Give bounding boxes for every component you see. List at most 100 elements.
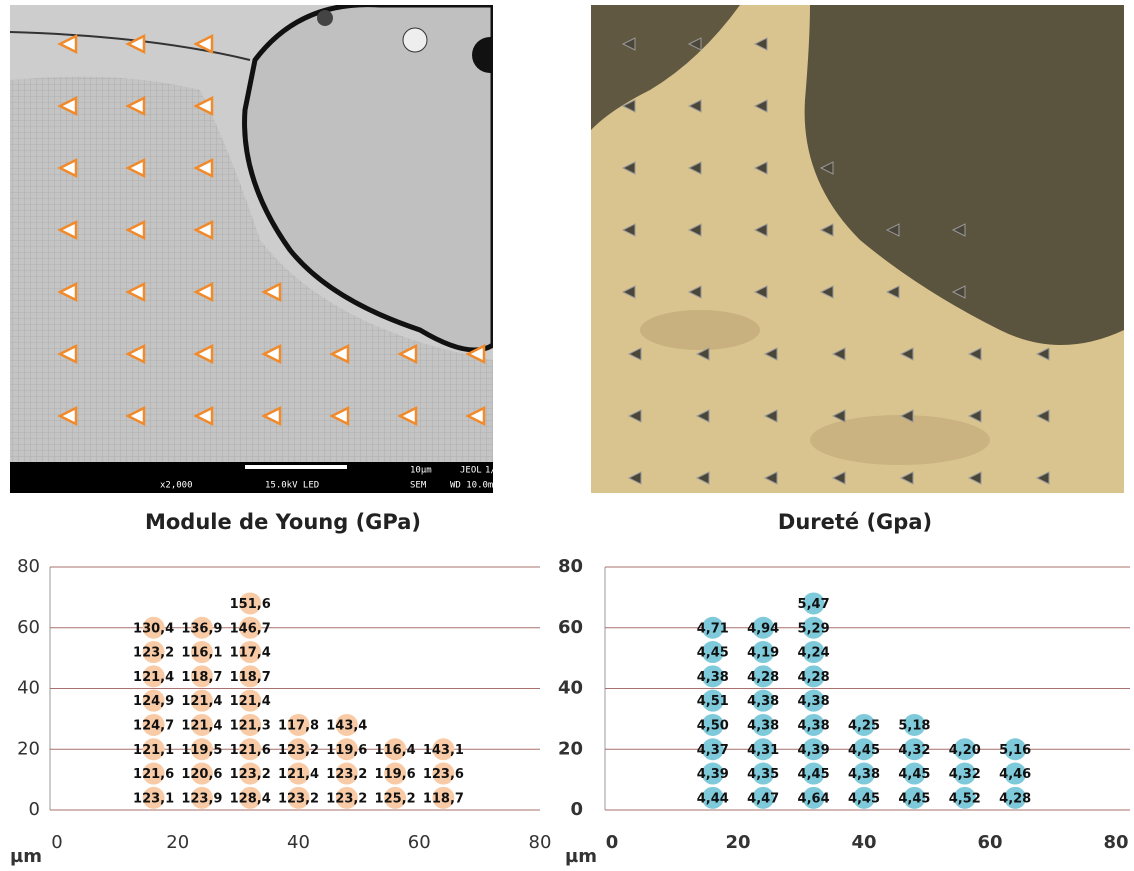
indent-marker <box>899 409 914 423</box>
point <box>190 713 213 736</box>
x-tick-label: 60 <box>408 832 431 853</box>
indent-marker <box>627 409 642 423</box>
data-label: 4,45 <box>848 791 880 806</box>
indent-marker <box>125 33 146 55</box>
indent-marker <box>125 343 146 365</box>
x-tick-label: 20 <box>166 832 189 853</box>
point <box>752 689 775 712</box>
data-label: 4,38 <box>747 718 779 733</box>
data-label: 4,64 <box>798 791 830 806</box>
data-label: 4,51 <box>697 694 729 709</box>
indent-marker <box>627 347 642 361</box>
sem-image: x2,000 15.0kV LED 10μm JEOL 1/1 SEM WD 1… <box>10 5 493 493</box>
point <box>802 665 825 688</box>
point <box>239 738 262 761</box>
y-tick-label: 60 <box>558 617 583 638</box>
sem-caption: 15.0kV LED <box>265 481 319 491</box>
sem-caption: x2,000 <box>160 481 193 491</box>
point <box>752 665 775 688</box>
data-label: 4,45 <box>898 767 930 782</box>
indent-marker <box>819 223 834 237</box>
data-label: 121,4 <box>181 694 222 709</box>
data-label: 128,4 <box>230 791 271 806</box>
point <box>287 738 310 761</box>
point <box>853 738 875 761</box>
point <box>239 665 262 688</box>
indent-marker <box>687 223 702 237</box>
point <box>953 738 976 761</box>
data-label: 4,39 <box>798 743 830 758</box>
data-label: 4,28 <box>747 670 779 685</box>
indent-marker <box>687 285 702 299</box>
indent-marker <box>57 281 78 303</box>
point <box>335 738 358 761</box>
data-label: 121,3 <box>230 718 271 733</box>
data-label: 4,31 <box>747 743 779 758</box>
data-label: 123,1 <box>133 791 174 806</box>
data-label: 5,29 <box>798 621 830 636</box>
indent-marker <box>885 223 900 237</box>
indent-marker <box>967 409 982 423</box>
indent-marker <box>125 281 146 303</box>
indent-marker <box>125 219 146 241</box>
data-label: 4,32 <box>949 767 981 782</box>
indent-marker <box>695 471 710 485</box>
point <box>701 786 724 809</box>
indent-marker <box>753 161 768 175</box>
data-label: 121,6 <box>230 743 271 758</box>
x-tick-label: 60 <box>977 832 1002 853</box>
indent-marker <box>57 95 78 117</box>
indent-marker <box>57 33 78 55</box>
data-label: 143,4 <box>326 718 367 733</box>
data-label: 125,2 <box>375 791 416 806</box>
point <box>239 592 262 615</box>
point <box>384 738 407 761</box>
point <box>142 713 165 736</box>
indent-marker <box>753 223 768 237</box>
data-label: 4,45 <box>697 646 729 661</box>
point <box>142 689 165 712</box>
data-label: 123,2 <box>326 767 367 782</box>
point <box>190 786 213 809</box>
indent-marker <box>687 161 702 175</box>
point <box>335 786 358 809</box>
point <box>432 762 455 785</box>
point <box>432 786 455 809</box>
point <box>239 641 262 664</box>
data-label: 4,35 <box>747 767 779 782</box>
point <box>384 786 407 809</box>
indent-marker <box>967 471 982 485</box>
data-label: 116,1 <box>181 646 222 661</box>
data-label: 4,19 <box>747 646 779 661</box>
y-tick-label: 80 <box>17 556 40 577</box>
data-label: 4,38 <box>798 718 830 733</box>
data-label: 123,6 <box>423 767 464 782</box>
indent-marker <box>193 33 214 55</box>
point <box>853 762 875 785</box>
data-label: 4,24 <box>798 646 830 661</box>
point <box>701 665 724 688</box>
data-label: 4,28 <box>798 670 830 685</box>
point <box>335 713 358 736</box>
point <box>701 689 724 712</box>
point <box>190 689 213 712</box>
point <box>701 641 724 664</box>
indent-marker <box>261 343 282 365</box>
indent-marker <box>465 343 486 365</box>
data-label: 123,2 <box>326 791 367 806</box>
data-label: 4,20 <box>949 743 981 758</box>
indent-marker <box>329 405 350 427</box>
indent-marker <box>397 405 418 427</box>
indent-marker <box>193 157 214 179</box>
y-tick-label: 0 <box>29 799 40 820</box>
point <box>287 713 310 736</box>
point <box>802 713 825 736</box>
data-label: 5,18 <box>898 718 930 733</box>
data-label: 4,45 <box>798 767 830 782</box>
indent-marker <box>899 471 914 485</box>
indent-marker <box>695 409 710 423</box>
data-label: 118,7 <box>181 670 222 685</box>
data-label: 124,9 <box>133 694 174 709</box>
indent-marker <box>819 285 834 299</box>
